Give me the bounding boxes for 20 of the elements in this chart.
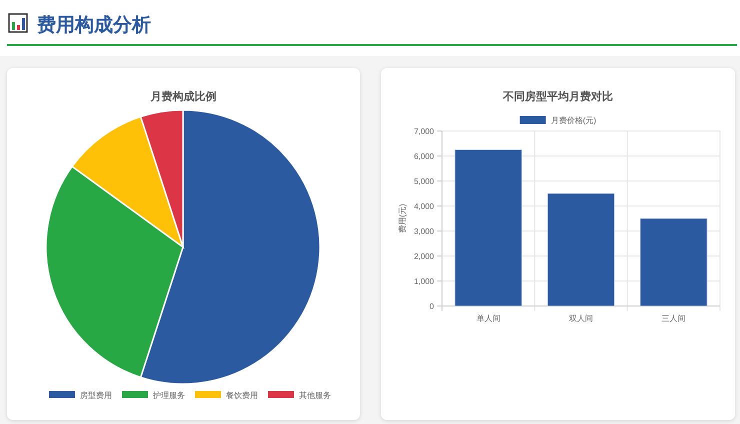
- y-tick-label: 1,000: [414, 277, 435, 286]
- text: 月费价格(元): [550, 116, 596, 125]
- x-tick-label: 双人间: [569, 314, 593, 323]
- x-tick-label: 三人间: [662, 314, 686, 323]
- legend-label: 房型费用: [80, 391, 112, 400]
- y-tick-label: 6,000: [414, 152, 435, 161]
- y-tick-label: 7,000: [414, 127, 435, 136]
- y-axis-title: 费用(元): [398, 204, 407, 234]
- y-tick-label: 3,000: [414, 227, 435, 236]
- legend-label: 护理服务: [152, 391, 185, 400]
- y-tick-label: 5,000: [414, 177, 435, 186]
- chart-title: 不同房型平均月费对比: [502, 90, 613, 103]
- text: 费用构成分析: [36, 14, 151, 36]
- legend-label: 餐饮费用: [226, 391, 258, 400]
- x-tick-label: 单人间: [476, 314, 500, 323]
- y-tick-label: 2,000: [414, 252, 435, 261]
- y-tick-label: 4,000: [414, 202, 435, 211]
- legend-label: 其他服务: [299, 391, 331, 400]
- chart-title: 月费构成比例: [150, 90, 216, 103]
- y-tick-label: 0: [430, 302, 435, 311]
